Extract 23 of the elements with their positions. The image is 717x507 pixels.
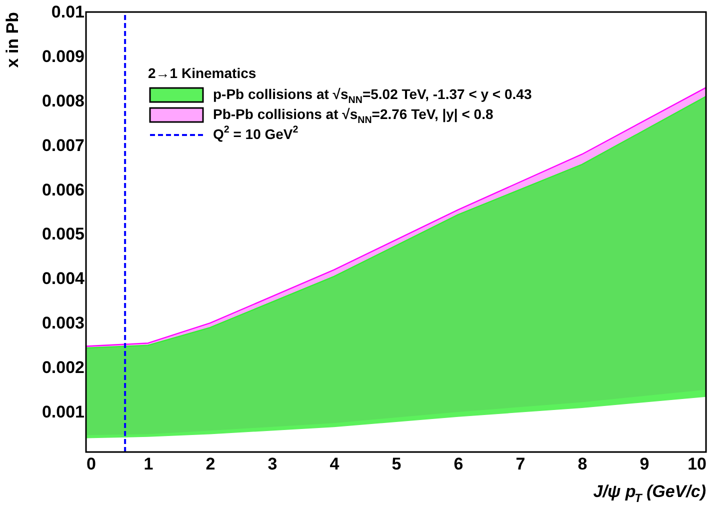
x-tick-label: 0 [86, 454, 96, 474]
x-tick-label: 10 [688, 454, 706, 474]
y-axis-title: x in Pb [3, 12, 22, 68]
y-tick-label: 0.007 [42, 136, 84, 155]
y-tick-label: 0.001 [42, 402, 84, 422]
y-tick-label: 0.005 [42, 224, 84, 244]
x-tick-label: 4 [330, 454, 340, 474]
y-tick-label: 0.01 [51, 2, 84, 22]
y-tick-label: 0.004 [42, 269, 86, 288]
y-tick-label: 0.008 [42, 91, 84, 110]
x-tick-label: 2 [206, 454, 216, 474]
x-tick-label: 9 [640, 454, 650, 474]
y-tick-label: 0.003 [42, 314, 84, 333]
y-tick-label: 0.009 [42, 46, 84, 66]
x-tick-label: 8 [578, 454, 588, 474]
x-tick-label: 5 [392, 454, 402, 474]
y-tick-label: 0.006 [42, 180, 84, 200]
x-tick-label: 7 [516, 454, 526, 474]
x-tick-label: 3 [268, 454, 278, 474]
y-tick-label: 0.002 [42, 358, 84, 378]
legend-title: 2→1 Kinematics [148, 65, 256, 81]
x-tick-label: 1 [144, 454, 154, 474]
x-tick-label: 6 [454, 454, 464, 474]
